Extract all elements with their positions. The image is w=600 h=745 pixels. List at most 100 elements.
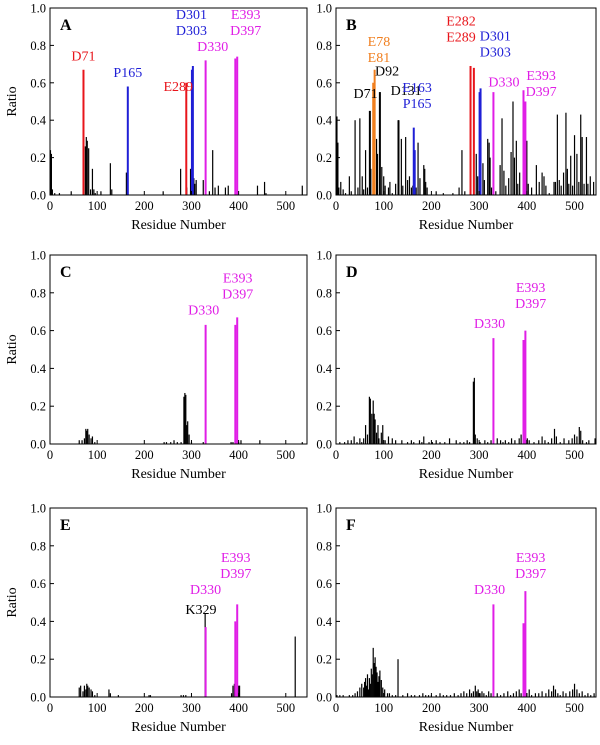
residue-label: D397 bbox=[515, 297, 546, 312]
x-tick-label: 300 bbox=[470, 701, 489, 715]
y-tick-label: 0.0 bbox=[316, 438, 332, 452]
y-tick-label: 1.0 bbox=[30, 2, 46, 16]
residue-label: D92 bbox=[375, 64, 399, 79]
x-tick-label: 0 bbox=[47, 448, 53, 462]
x-tick-label: 300 bbox=[470, 199, 489, 213]
y-tick-label: 0.2 bbox=[30, 151, 46, 165]
y-tick-label: 1.0 bbox=[316, 249, 332, 263]
plot-frame bbox=[335, 507, 597, 698]
y-tick-label: 0.2 bbox=[316, 400, 332, 414]
x-axis-label: Residue Number bbox=[419, 720, 514, 735]
residue-label: D397 bbox=[526, 85, 557, 100]
x-tick-label: 100 bbox=[374, 701, 393, 715]
x-tick-label: 200 bbox=[422, 199, 441, 213]
x-tick-label: 300 bbox=[470, 448, 489, 462]
residue-label: E163 bbox=[402, 81, 432, 96]
residue-label: P165 bbox=[403, 97, 432, 112]
residue-label: D330 bbox=[197, 40, 228, 55]
residue-label: E393 bbox=[231, 8, 261, 23]
x-tick-label: 0 bbox=[333, 199, 339, 213]
residue-label: E282 bbox=[446, 15, 476, 30]
residue-label: D330 bbox=[474, 317, 505, 332]
x-axis-label: Residue Number bbox=[131, 720, 226, 735]
panel-a: 0 100 200 300 400 500 0.0 0.2 0.4 0.6 0.8 1.0 Residu… bbox=[5, 2, 308, 233]
plot-frame bbox=[49, 7, 308, 196]
x-tick-label: 200 bbox=[135, 448, 154, 462]
y-tick-label: 0.8 bbox=[316, 39, 332, 53]
residue-label: D71 bbox=[354, 87, 378, 102]
x-tick-label: 100 bbox=[374, 448, 393, 462]
x-tick-label: 500 bbox=[565, 199, 584, 213]
panel-letter: C bbox=[60, 264, 72, 281]
y-tick-label: 0.8 bbox=[30, 539, 46, 553]
x-axis-label: Residue Number bbox=[419, 218, 514, 233]
x-tick-label: 400 bbox=[229, 701, 248, 715]
residue-label: E393 bbox=[223, 271, 253, 286]
x-tick-label: 100 bbox=[374, 199, 393, 213]
y-tick-label: 0.6 bbox=[30, 577, 46, 591]
panel-d: 0 100 200 300 400 500 0.0 0.2 0.4 0.6 0.8 1.0 Residu… bbox=[316, 249, 597, 482]
y-tick-label: 0.6 bbox=[30, 76, 46, 90]
x-axis-label: Residue Number bbox=[131, 467, 226, 482]
residue-label: D330 bbox=[188, 304, 219, 319]
panel-letter: D bbox=[346, 264, 358, 281]
x-tick-label: 400 bbox=[229, 448, 248, 462]
plot-frame bbox=[335, 254, 597, 445]
y-axis-label: Ratio bbox=[5, 86, 20, 116]
residue-label: E393 bbox=[526, 69, 556, 84]
x-tick-label: 400 bbox=[229, 199, 248, 213]
x-tick-label: 400 bbox=[517, 448, 536, 462]
y-tick-label: 1.0 bbox=[30, 249, 46, 263]
panel-c: 0 100 200 300 400 500 0.0 0.2 0.4 0.6 0.8 1.0 Residu… bbox=[5, 249, 308, 482]
y-tick-label: 0.0 bbox=[30, 438, 46, 452]
residue-label: E393 bbox=[516, 551, 546, 566]
residue-label: E393 bbox=[221, 551, 251, 566]
x-tick-label: 500 bbox=[565, 448, 584, 462]
x-tick-label: 300 bbox=[182, 448, 201, 462]
x-tick-label: 400 bbox=[517, 199, 536, 213]
panel-letter: F bbox=[346, 517, 356, 534]
residue-label: D397 bbox=[230, 24, 261, 39]
y-tick-label: 0.6 bbox=[316, 324, 332, 338]
x-axis-label: Residue Number bbox=[131, 218, 226, 233]
residue-label: D330 bbox=[474, 583, 505, 598]
x-tick-label: 100 bbox=[88, 199, 107, 213]
y-tick-label: 0.6 bbox=[30, 324, 46, 338]
x-tick-label: 0 bbox=[333, 701, 339, 715]
residue-label: D131 bbox=[391, 84, 422, 99]
residue-label: E289 bbox=[446, 31, 476, 46]
y-tick-label: 0.0 bbox=[316, 189, 332, 203]
y-tick-label: 0.4 bbox=[316, 615, 332, 629]
y-axis-label: Ratio bbox=[5, 334, 20, 364]
x-tick-label: 200 bbox=[422, 701, 441, 715]
y-tick-label: 0.4 bbox=[30, 615, 46, 629]
y-tick-label: 0.8 bbox=[30, 39, 46, 53]
y-axis-label: Ratio bbox=[5, 587, 20, 617]
y-tick-label: 1.0 bbox=[316, 2, 332, 16]
x-tick-label: 400 bbox=[517, 701, 536, 715]
residue-label: D71 bbox=[71, 49, 95, 64]
residue-label: E81 bbox=[368, 51, 391, 66]
y-tick-label: 0.2 bbox=[30, 400, 46, 414]
plot-frame bbox=[335, 7, 597, 196]
y-tick-label: 0.6 bbox=[316, 76, 332, 90]
x-tick-label: 500 bbox=[276, 701, 295, 715]
y-tick-label: 0.0 bbox=[316, 691, 332, 705]
y-tick-label: 1.0 bbox=[316, 502, 332, 516]
x-tick-label: 200 bbox=[422, 448, 441, 462]
x-tick-label: 0 bbox=[47, 701, 53, 715]
residue-label: D397 bbox=[515, 567, 546, 582]
x-tick-label: 100 bbox=[88, 448, 107, 462]
panel-b: 0 100 200 300 400 500 0.0 0.2 0.4 0.6 0.8 1.0 Residu… bbox=[316, 2, 597, 233]
residue-label: D397 bbox=[222, 287, 253, 302]
residue-label: E78 bbox=[368, 35, 391, 50]
plot-frame bbox=[49, 254, 308, 445]
residue-label: D330 bbox=[488, 76, 519, 91]
y-tick-label: 0.2 bbox=[316, 151, 332, 165]
plot-frame bbox=[49, 507, 308, 698]
y-tick-label: 0.8 bbox=[316, 539, 332, 553]
y-tick-label: 0.2 bbox=[316, 653, 332, 667]
x-tick-label: 200 bbox=[135, 199, 154, 213]
y-tick-label: 0.4 bbox=[30, 114, 46, 128]
